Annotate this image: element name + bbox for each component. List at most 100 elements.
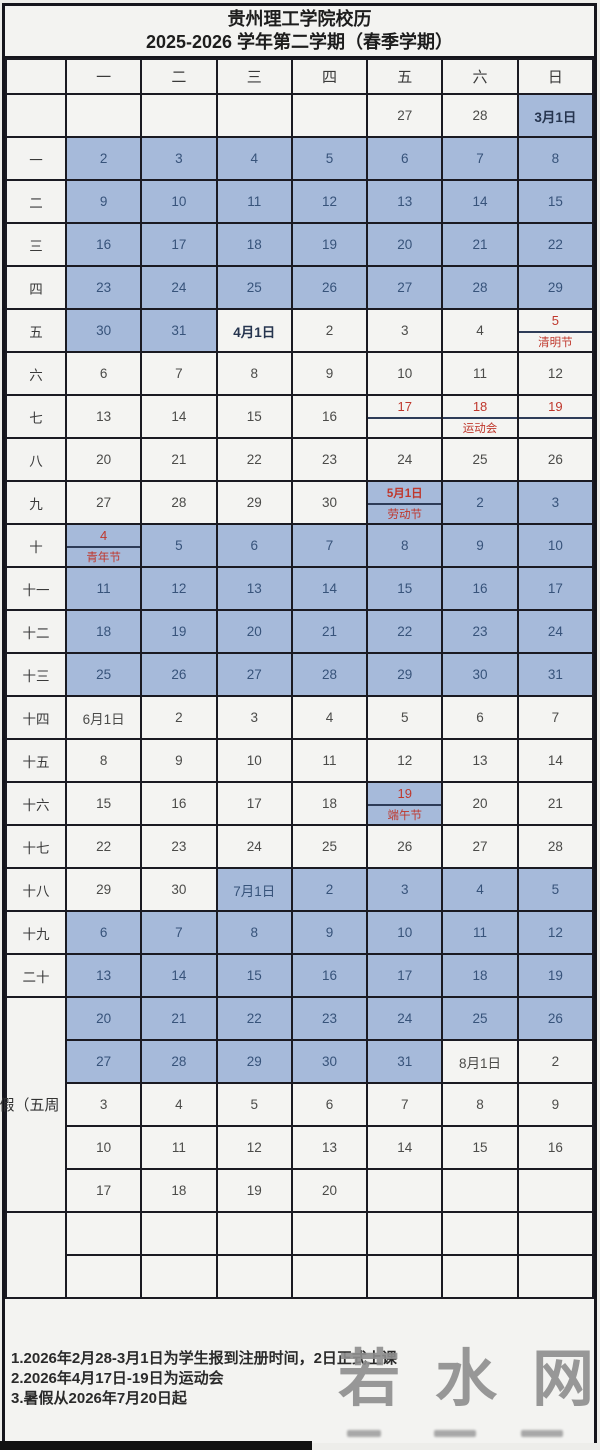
calendar-cell xyxy=(215,93,293,138)
calendar-cell: 23 xyxy=(140,824,218,869)
calendar-cell: 10 xyxy=(140,179,218,224)
calendar-cell: 9 xyxy=(290,351,369,396)
calendar-cell: 11 xyxy=(140,1125,218,1170)
calendar-cell: 26 xyxy=(140,652,218,697)
page-title: 贵州理工学院校历 xyxy=(227,8,372,29)
week-label: 八 xyxy=(5,437,67,482)
watermark-char: 网 xyxy=(531,1345,594,1414)
calendar-cell: 20 xyxy=(290,1168,369,1213)
calendar-cell: 21 xyxy=(140,996,218,1041)
calendar-cell: 14 xyxy=(366,1125,444,1170)
calendar-row: 十 4 青年节 5 6 7 8 9 10 xyxy=(5,523,595,568)
week-label: 十二 xyxy=(5,609,67,654)
calendar-cell: 4月1日 xyxy=(215,308,293,353)
calendar-cell: 4 xyxy=(441,867,519,912)
calendar-cell: 28 xyxy=(140,1039,218,1084)
calendar-cell xyxy=(140,1254,218,1299)
calendar-cell: 29 xyxy=(366,652,444,697)
calendar-cell: 16 xyxy=(441,566,519,611)
calendar-cell: 30 xyxy=(441,652,519,697)
calendar-cell: 13 xyxy=(441,738,519,783)
calendar-row: 假（五周 20 21 22 23 24 25 26 xyxy=(0,996,595,1213)
calendar-cell: 29 xyxy=(516,265,595,310)
calendar-cell: 4 xyxy=(441,308,519,353)
calendar-cell: 24 xyxy=(140,265,218,310)
day-header xyxy=(5,58,67,95)
calendar-cell: 3 xyxy=(140,136,218,181)
calendar-cell: 19 xyxy=(516,953,595,998)
calendar-cell: 10 xyxy=(64,1125,143,1170)
calendar-cell xyxy=(215,1211,293,1256)
calendar-cell xyxy=(140,93,218,138)
calendar-row: 十六 15 16 17 18 19 端午节 20 21 xyxy=(5,781,595,826)
calendar-row: 八 20 21 22 23 24 25 26 xyxy=(5,437,595,482)
calendar-cell: 17 xyxy=(366,953,444,998)
calendar-cell: 11 xyxy=(64,566,143,611)
calendar-cell: 8 xyxy=(366,523,444,568)
calendar-cell: 12 xyxy=(140,566,218,611)
calendar-cell: 6月1日 xyxy=(64,695,143,740)
calendar-cell: 10 xyxy=(215,738,293,783)
calendar-cell: 3 xyxy=(215,695,293,740)
calendar-cell xyxy=(441,1211,519,1256)
calendar-cell: 6 xyxy=(441,695,519,740)
page-subtitle: 2025-2026 学年第二学期（春季学期） xyxy=(145,32,454,52)
calendar-row: 十八 29 30 7月1日 2 3 4 5 xyxy=(5,867,595,912)
calendar-cell: 22 xyxy=(215,996,293,1041)
calendar-cell: 9 xyxy=(516,1082,595,1127)
week-label: 五 xyxy=(5,308,67,353)
calendar-cell xyxy=(64,93,143,138)
day-header: 二 xyxy=(140,58,218,95)
week-label: 六 xyxy=(5,351,67,396)
calendar-cell: 6 xyxy=(64,351,143,396)
calendar-cell: 31 xyxy=(366,1039,444,1084)
day-header: 一 xyxy=(64,58,143,95)
calendar-cell: 18 xyxy=(140,1168,218,1213)
week-label: 四 xyxy=(5,265,67,310)
calendar-cell: 22 xyxy=(215,437,293,482)
calendar-cell: 2 xyxy=(290,867,369,912)
calendar-row: 十一 11 12 13 14 15 16 17 xyxy=(5,566,595,611)
calendar-cell: 8 xyxy=(516,136,595,181)
calendar-cell: 29 xyxy=(64,867,143,912)
calendar-cell: 28 xyxy=(290,652,369,697)
calendar-cell: 17 xyxy=(64,1168,143,1213)
calendar-cell: 5 xyxy=(290,136,369,181)
calendar-table: 一二三四五六日 27 28 3月1日一 2 3 4 5 6 7 8 二 9 10 11 12 13 14 15 三 1… xyxy=(0,58,595,1299)
calendar-row xyxy=(6,1254,595,1299)
calendar-cell: 19 xyxy=(140,609,218,654)
holiday-cell: 19 xyxy=(516,394,595,439)
calendar-cell: 22 xyxy=(516,222,595,267)
calendar-cell xyxy=(290,1254,369,1299)
calendar-cell: 5 xyxy=(516,867,595,912)
calendar-cell xyxy=(290,1211,369,1256)
calendar-cell: 17 xyxy=(215,781,293,826)
calendar-cell: 21 xyxy=(290,609,369,654)
calendar-cell: 26 xyxy=(290,265,369,310)
calendar-cell xyxy=(516,1168,595,1213)
calendar-cell: 10 xyxy=(366,351,444,396)
calendar-cell: 13 xyxy=(64,953,143,998)
calendar-cell: 12 xyxy=(516,910,595,955)
calendar-cell: 17 xyxy=(140,222,218,267)
calendar-cell: 13 xyxy=(215,566,293,611)
calendar-row: 十二 18 19 20 21 22 23 24 xyxy=(5,609,595,654)
calendar-cell: 27 xyxy=(215,652,293,697)
calendar-cell: 25 xyxy=(441,996,519,1041)
calendar-cell xyxy=(215,1254,293,1299)
calendar-cell xyxy=(290,93,369,138)
calendar-cell xyxy=(140,1211,218,1256)
day-header: 六 xyxy=(441,58,519,95)
calendar-cell: 10 xyxy=(516,523,595,568)
calendar-cell: 14 xyxy=(516,738,595,783)
calendar-row: 三 16 17 18 19 20 21 22 xyxy=(5,222,595,267)
week-label: 十七 xyxy=(5,824,67,869)
calendar-row: 二 9 10 11 12 13 14 15 xyxy=(5,179,595,224)
calendar-row: 十四 6月1日 2 3 4 5 6 7 xyxy=(5,695,595,740)
calendar-cell: 13 xyxy=(290,1125,369,1170)
title-block: 贵州理工学院校历 2025-2026 学年第二学期（春季学期） xyxy=(5,6,594,58)
calendar-row: 十九 6 7 8 9 10 11 12 xyxy=(5,910,595,955)
calendar-frame: 贵州理工学院校历 2025-2026 学年第二学期（春季学期） 一二三四五六日 … xyxy=(0,3,597,1443)
calendar-cell: 8 xyxy=(64,738,143,783)
calendar-row: 七 13 14 15 16 17 18 运动会 19 xyxy=(5,394,595,439)
